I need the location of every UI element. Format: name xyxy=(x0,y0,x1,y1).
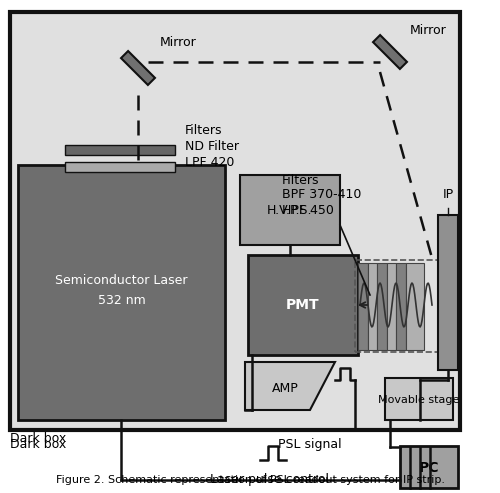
Bar xyxy=(385,378,453,420)
Text: AMP: AMP xyxy=(272,382,298,394)
Bar xyxy=(355,260,445,352)
Text: Filters: Filters xyxy=(282,174,320,186)
Text: Laser pulse control: Laser pulse control xyxy=(210,473,330,487)
Text: Mirror: Mirror xyxy=(160,35,197,48)
Text: PC: PC xyxy=(419,461,440,475)
Text: Mirror: Mirror xyxy=(410,24,447,36)
Text: Dark box: Dark box xyxy=(10,438,66,451)
Bar xyxy=(400,446,458,488)
Text: Dark box: Dark box xyxy=(10,431,66,445)
Text: Filters: Filters xyxy=(185,124,222,137)
Text: Semiconductor Laser: Semiconductor Laser xyxy=(55,274,188,287)
Bar xyxy=(438,215,458,370)
Text: HPF 450: HPF 450 xyxy=(282,204,334,216)
Bar xyxy=(248,255,358,355)
Polygon shape xyxy=(245,362,335,410)
Text: H.V.P.S.: H.V.P.S. xyxy=(267,204,313,216)
Bar xyxy=(406,263,424,350)
Polygon shape xyxy=(373,35,407,69)
Bar xyxy=(65,145,175,155)
Bar xyxy=(368,263,377,350)
Text: 532 nm: 532 nm xyxy=(98,294,146,307)
Text: PMT: PMT xyxy=(286,298,320,312)
Polygon shape xyxy=(121,51,155,85)
Text: LPF 420: LPF 420 xyxy=(185,156,234,170)
Text: ND Filter: ND Filter xyxy=(185,141,239,153)
Text: BPF 370-410: BPF 370-410 xyxy=(282,188,362,202)
Bar xyxy=(65,162,175,172)
Bar xyxy=(240,175,340,245)
Bar xyxy=(377,263,387,350)
Text: PSL signal: PSL signal xyxy=(278,438,342,451)
Text: IP: IP xyxy=(442,188,454,202)
Bar xyxy=(10,12,460,430)
Text: Movable stage: Movable stage xyxy=(378,395,460,405)
Bar xyxy=(358,263,368,350)
Text: Figure 2. Schematic representation of PSL readout system for IP strip.: Figure 2. Schematic representation of PS… xyxy=(56,475,444,485)
Bar xyxy=(396,263,406,350)
Bar xyxy=(387,263,396,350)
Bar xyxy=(18,165,225,420)
